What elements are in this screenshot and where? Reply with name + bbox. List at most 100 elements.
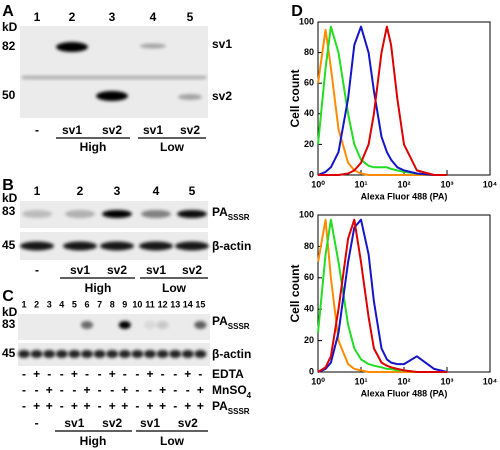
band xyxy=(100,241,134,251)
band xyxy=(194,350,207,358)
band-label-main: β-actin xyxy=(212,347,251,361)
lane-number: 11 xyxy=(145,299,155,309)
band-label: sv1 xyxy=(212,37,232,51)
lane-number: 14 xyxy=(183,299,193,309)
row-label-main: MnSO xyxy=(212,383,247,397)
sample-label: sv2 xyxy=(102,123,122,137)
sign: - xyxy=(161,367,165,381)
y-tick-label: 60 xyxy=(304,78,314,88)
marker-label: 82 xyxy=(2,39,16,53)
band xyxy=(141,210,171,218)
band xyxy=(55,350,68,358)
histogram-line xyxy=(318,25,447,176)
sign: + xyxy=(121,383,128,397)
band xyxy=(63,241,97,251)
y-tick-label: 80 xyxy=(304,241,314,251)
y-tick-label: 40 xyxy=(304,108,314,118)
row-label-sub: 4 xyxy=(247,391,252,400)
lane-number: 2 xyxy=(69,10,76,24)
sign: + xyxy=(33,399,40,413)
y-tick-label: 20 xyxy=(304,139,314,149)
band-label: PASSSR xyxy=(212,205,250,221)
sign: - xyxy=(60,399,64,413)
sign: - xyxy=(135,399,139,413)
band xyxy=(144,350,156,358)
panel-label: B xyxy=(2,177,14,194)
y-axis-label: Cell count xyxy=(288,264,302,322)
band-label: β-actin xyxy=(212,347,251,361)
band-label: β-actin xyxy=(212,239,251,253)
band xyxy=(140,43,166,49)
unit-label: kD xyxy=(2,191,18,205)
marker-label: 50 xyxy=(2,88,16,102)
lane-number: 1 xyxy=(34,10,41,24)
histogram-line xyxy=(317,28,447,176)
lane-number: 5 xyxy=(189,184,196,198)
sign: - xyxy=(173,383,177,397)
sample-label: sv2 xyxy=(180,123,200,137)
sign: + xyxy=(146,367,153,381)
band xyxy=(118,321,131,329)
sign: - xyxy=(173,367,177,381)
sample-label: sv1 xyxy=(64,416,84,430)
sign: - xyxy=(186,383,190,397)
band xyxy=(177,210,207,218)
row-label-main: PA xyxy=(212,399,228,413)
band xyxy=(139,241,173,251)
x-tick-label: 10⁰ xyxy=(311,376,325,386)
band xyxy=(68,350,81,358)
band-label: PASSSR xyxy=(212,314,250,330)
lane-number: 1 xyxy=(21,299,26,309)
lane-number: 4 xyxy=(153,184,160,198)
lane-number: 8 xyxy=(110,299,115,309)
sign: + xyxy=(83,399,90,413)
marker-label: 83 xyxy=(2,204,16,218)
sample-label: sv2 xyxy=(178,416,198,430)
band xyxy=(81,321,93,329)
lane-number: 12 xyxy=(158,299,168,309)
sign: - xyxy=(123,367,127,381)
sign: + xyxy=(159,383,166,397)
sign: - xyxy=(98,367,102,381)
y-tick-label: 60 xyxy=(304,272,314,282)
band xyxy=(156,321,169,329)
sign: - xyxy=(98,399,102,413)
sign: + xyxy=(197,399,204,413)
lane-number: 15 xyxy=(195,299,205,309)
band-label-sub: SSSR xyxy=(228,213,250,222)
band xyxy=(178,94,202,100)
row-label: EDTA xyxy=(212,367,244,381)
band xyxy=(43,350,56,358)
band xyxy=(81,350,93,358)
lane-number: 3 xyxy=(114,184,121,198)
sample-label: sv1 xyxy=(146,263,166,277)
x-tick-label: 10² xyxy=(397,376,410,386)
band xyxy=(181,350,194,358)
y-tick-label: 20 xyxy=(304,335,314,345)
x-tick-label: 10⁴ xyxy=(483,179,497,189)
sign: - xyxy=(173,399,177,413)
group-label: High xyxy=(80,434,107,448)
band xyxy=(106,350,119,358)
sample-label: sv1 xyxy=(140,416,160,430)
plot-frame xyxy=(317,21,491,176)
marker-label: 83 xyxy=(2,317,16,331)
band xyxy=(156,350,169,358)
sample-label: sv2 xyxy=(107,263,127,277)
band-label-sub: SSSR xyxy=(228,322,250,331)
sign: - xyxy=(35,383,39,397)
y-tick-label: 100 xyxy=(299,209,314,219)
sign: + xyxy=(121,399,128,413)
x-axis-label: Alexa Fluor 488 (PA) xyxy=(361,191,448,201)
lane-number: 3 xyxy=(109,10,116,24)
sign: - xyxy=(60,383,64,397)
sample-label: sv2 xyxy=(182,263,202,277)
band xyxy=(144,321,156,329)
band xyxy=(20,241,54,251)
sample-label: - xyxy=(35,123,39,137)
band xyxy=(30,350,43,358)
band xyxy=(56,42,88,52)
sign: + xyxy=(83,383,90,397)
sign: - xyxy=(148,383,152,397)
